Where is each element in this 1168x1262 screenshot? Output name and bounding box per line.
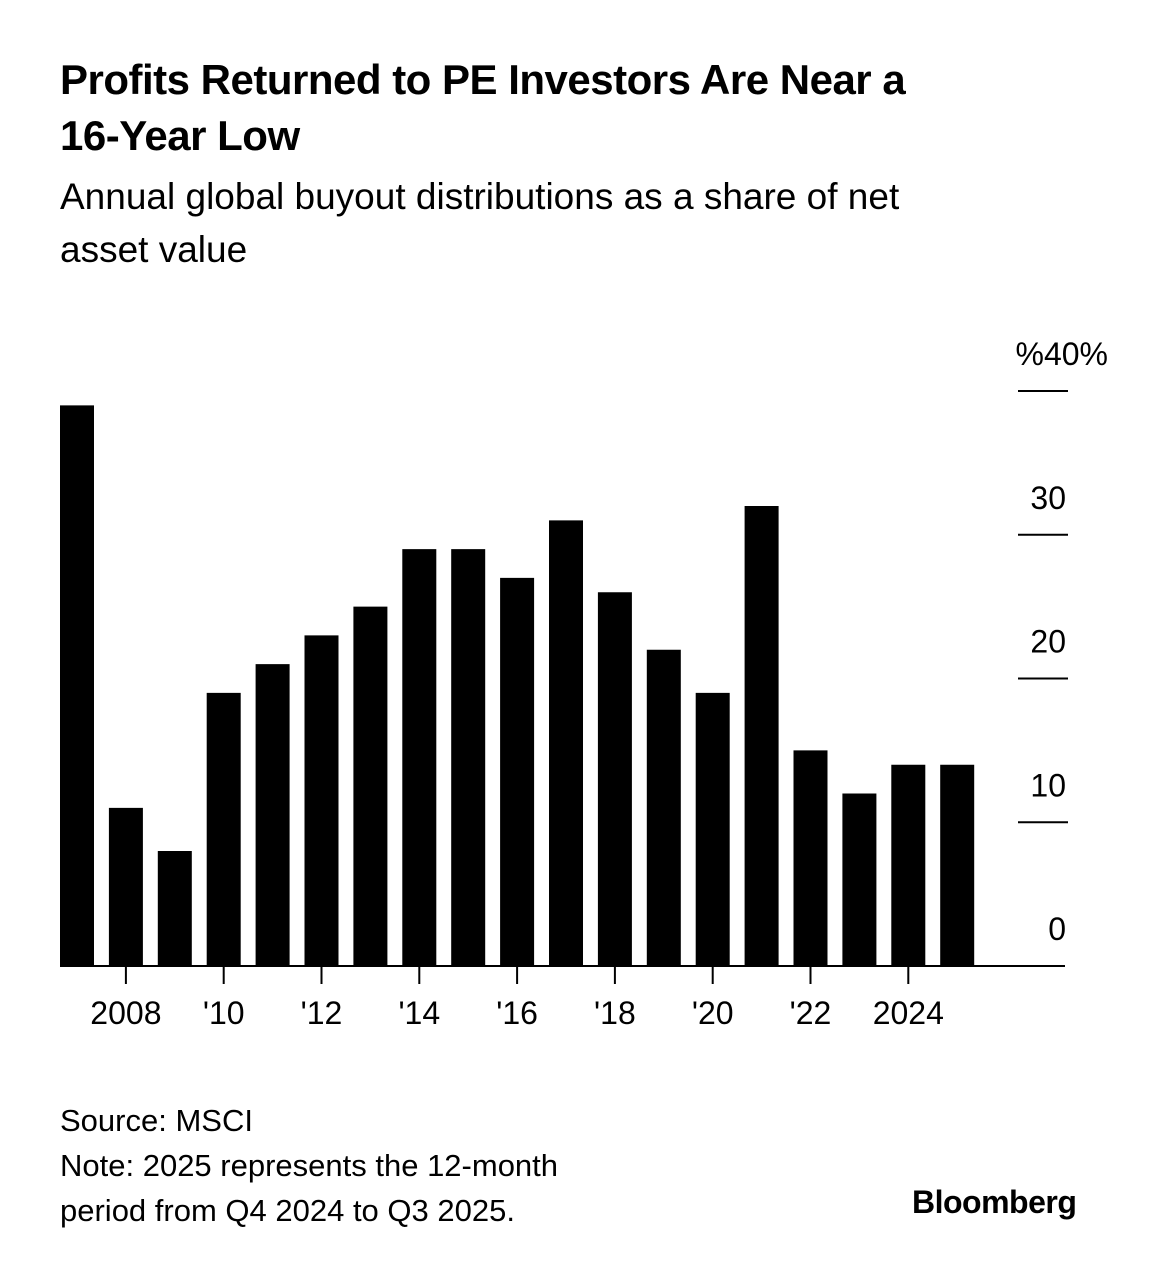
bar-2021 — [744, 506, 779, 966]
bar-2016 — [500, 577, 535, 966]
x-tick-label: '22 — [790, 995, 832, 1031]
bar-2012 — [304, 635, 339, 966]
x-tick-label: '16 — [496, 995, 538, 1031]
chart-footer: Source: MSCI Note: 2025 represents the 1… — [60, 1098, 558, 1233]
y-tick-label: 30 — [1030, 480, 1066, 516]
x-tick-label: '20 — [692, 995, 734, 1031]
chart-subtitle: Annual global buyout distributions as a … — [60, 176, 900, 270]
x-tick-label: 2008 — [90, 995, 161, 1031]
bar-2007 — [60, 405, 94, 966]
note-line-2: period from Q4 2024 to Q3 2025. — [60, 1193, 515, 1228]
bar-2025 — [940, 764, 975, 966]
x-tick-label: 2024 — [873, 995, 944, 1031]
x-tick-label: '14 — [398, 995, 440, 1031]
bar-2020 — [695, 692, 730, 966]
y-tick-label: %40% — [1016, 336, 1109, 372]
chart-title: Profits Returned to PE Investors Are Nea… — [60, 56, 906, 159]
bar-2014 — [402, 549, 437, 966]
y-tick-label: 20 — [1030, 624, 1066, 660]
bar-2017 — [549, 520, 583, 966]
x-tick-label: '10 — [203, 995, 245, 1031]
bar-2023 — [842, 793, 877, 966]
bloomberg-logo: Bloomberg — [912, 1184, 1077, 1220]
y-tick-label: 0 — [1048, 911, 1066, 947]
x-axis: 2008 '10 '12 '14 '16 '18 '20 '22 2024 — [60, 965, 1065, 1031]
bar-2013 — [353, 606, 388, 966]
note-line-1: Note: 2025 represents the 12-month — [60, 1148, 559, 1183]
bar-2018 — [597, 592, 632, 966]
bar-2008 — [108, 807, 143, 966]
source-note: Source: MSCI — [60, 1103, 253, 1138]
x-tick-label: '18 — [594, 995, 636, 1031]
y-axis: 0 10 20 30 %40% — [1016, 336, 1109, 947]
bar-2010 — [206, 692, 241, 966]
y-tick-label: 10 — [1030, 767, 1066, 803]
bar-2019 — [646, 649, 681, 966]
x-tick-label: '12 — [301, 995, 343, 1031]
bar-2022 — [793, 750, 828, 966]
bar-2015 — [451, 549, 486, 966]
bar-2009 — [157, 851, 192, 966]
bar-2011 — [255, 664, 290, 966]
bar-2024 — [891, 764, 926, 966]
bars-group — [60, 405, 975, 966]
